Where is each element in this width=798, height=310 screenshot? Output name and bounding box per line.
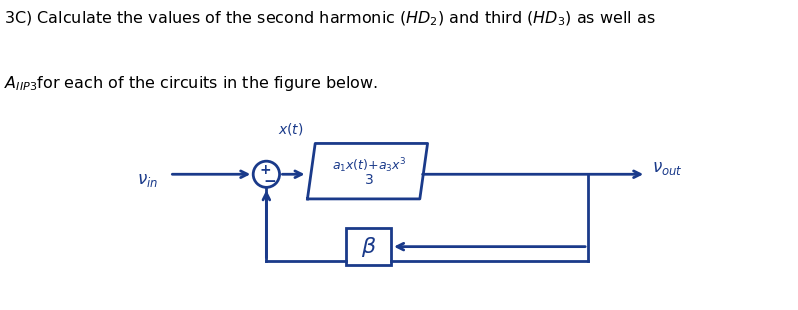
Text: $a_1 x(t){+}a_3 x^3$: $a_1 x(t){+}a_3 x^3$ [332, 157, 406, 175]
Text: $\nu_{out}$: $\nu_{out}$ [651, 159, 682, 177]
Text: 3C) Calculate the values of the second harmonic ($\mathit{HD}_2$) and third ($\m: 3C) Calculate the values of the second h… [4, 9, 656, 28]
Text: $\beta$: $\beta$ [361, 235, 377, 259]
Text: $x(t)$: $x(t)$ [278, 121, 303, 137]
Text: +: + [259, 163, 271, 177]
Text: $\mathit{A}_{IIP3}$for each of the circuits in the figure below.: $\mathit{A}_{IIP3}$for each of the circu… [4, 74, 377, 93]
Text: $3$: $3$ [364, 173, 374, 188]
Text: −: − [263, 174, 276, 189]
Bar [346, 228, 391, 265]
Text: $\nu_{in}$: $\nu_{in}$ [137, 170, 158, 189]
